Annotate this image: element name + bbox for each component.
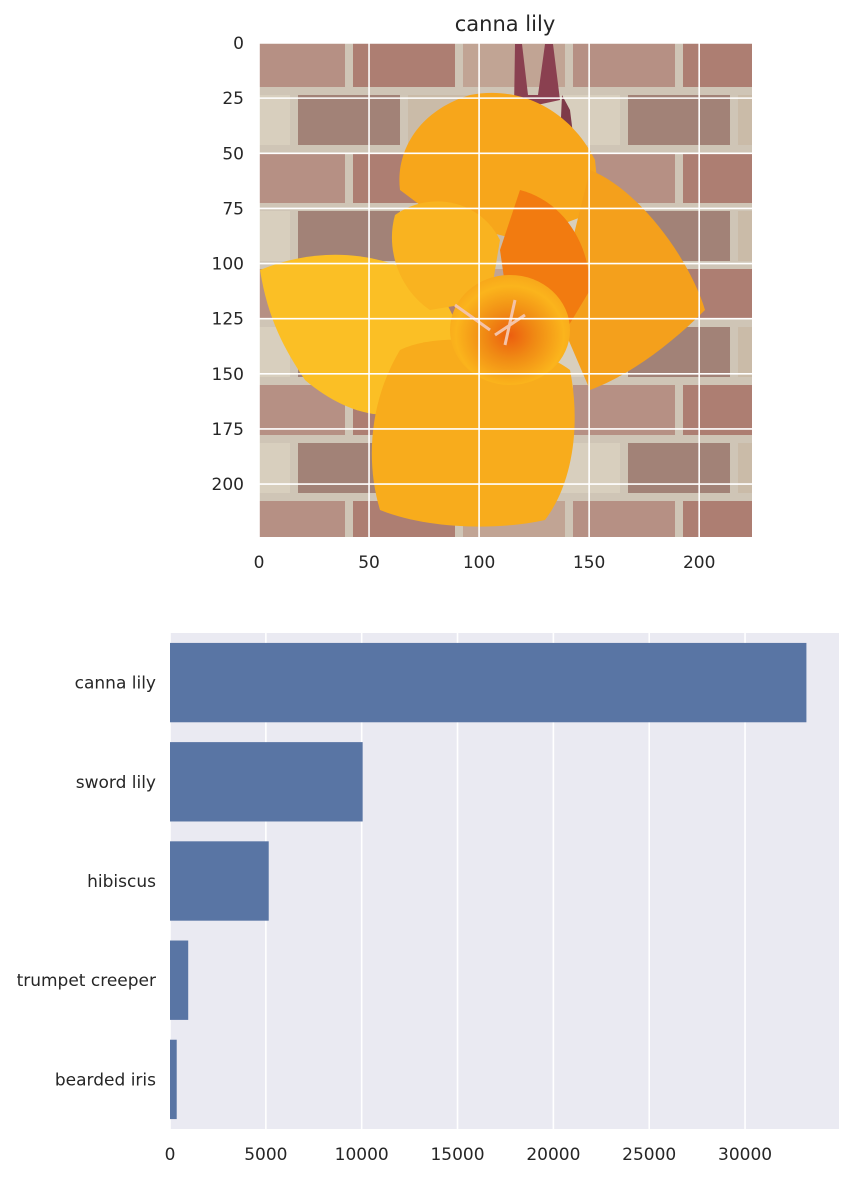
brick (738, 95, 752, 145)
petal-left-upper (391, 201, 500, 310)
image-y-tick-label: 25 (222, 89, 244, 109)
bar-x-tick-label: 10000 (335, 1145, 389, 1165)
bar-x-tick-labels: 0 5000 10000 15000 20000 25000 30000 (165, 1145, 773, 1165)
bar-category-labels: canna lily sword lily hibiscus trumpet cree… (17, 674, 157, 1091)
bar-category-label: trumpet creeper (17, 971, 156, 991)
bar-category-label: sword lily (76, 773, 156, 793)
petal-bottom (371, 339, 575, 527)
brick (353, 43, 455, 87)
bar-x-tick-label: 5000 (244, 1145, 287, 1165)
flower-bud (514, 44, 560, 110)
bar-sword-lily (170, 742, 363, 822)
bar-series (170, 642, 807, 1120)
bar-hibiscus (170, 841, 269, 921)
image-y-tick-label: 75 (222, 199, 244, 219)
image-y-tick-label: 175 (212, 420, 244, 440)
image-y-tick-label: 0 (233, 34, 244, 54)
image-title: canna lily (455, 12, 556, 36)
canna-lily-flower (260, 92, 705, 527)
image-y-tick-label: 100 (212, 255, 244, 275)
image-y-tick-label: 50 (222, 144, 244, 164)
brick (738, 443, 752, 493)
brick (298, 95, 400, 145)
bar-chart-panel: canna lily sword lily hibiscus trumpet cree… (17, 633, 839, 1165)
image-x-tick-label: 50 (358, 553, 380, 573)
brick (259, 211, 290, 261)
bar-category-label: canna lily (75, 674, 156, 694)
brick (628, 95, 730, 145)
image-y-tick-label: 125 (212, 310, 244, 330)
bar-x-tick-label: 25000 (622, 1145, 676, 1165)
bar-x-tick-label: 20000 (526, 1145, 580, 1165)
bar-category-label: bearded iris (55, 1070, 156, 1090)
image-x-tick-labels: 0 50 100 150 200 (254, 553, 716, 573)
bar-x-tick-label: 15000 (430, 1145, 484, 1165)
bar-category-label: hibiscus (87, 872, 156, 892)
image-gridlines (258, 42, 752, 537)
brick (259, 153, 345, 203)
brick (573, 501, 675, 537)
bar-canna-lily (170, 642, 807, 723)
image-y-tick-labels: 0 25 50 75 100 125 150 175 200 (212, 34, 244, 495)
bar-bearded-iris (170, 1039, 177, 1120)
brick (573, 385, 675, 435)
image-y-tick-label: 150 (212, 365, 244, 385)
brick (298, 211, 400, 261)
bar-x-tick-label: 0 (165, 1145, 176, 1165)
petal-right (560, 170, 705, 390)
brick (259, 95, 290, 145)
brick (259, 43, 345, 87)
bar-trumpet-creeper (170, 940, 189, 1020)
image-area (259, 43, 752, 537)
bar-x-tick-label: 30000 (718, 1145, 772, 1165)
image-x-tick-label: 0 (254, 553, 265, 573)
image-x-tick-label: 200 (683, 553, 715, 573)
brick (738, 211, 752, 261)
brick (628, 443, 730, 493)
brick (738, 327, 752, 377)
image-panel: canna lily 0 50 100 150 200 0 25 50 75 100 125 150… (212, 12, 752, 573)
image-x-tick-label: 100 (463, 553, 495, 573)
image-y-tick-label: 200 (212, 475, 244, 495)
image-x-tick-label: 150 (573, 553, 605, 573)
brick (683, 43, 752, 87)
flower-throat (450, 275, 570, 385)
brick (573, 43, 675, 87)
brick (683, 385, 752, 435)
brick (683, 501, 752, 537)
brick (259, 501, 345, 537)
brick (683, 153, 752, 203)
